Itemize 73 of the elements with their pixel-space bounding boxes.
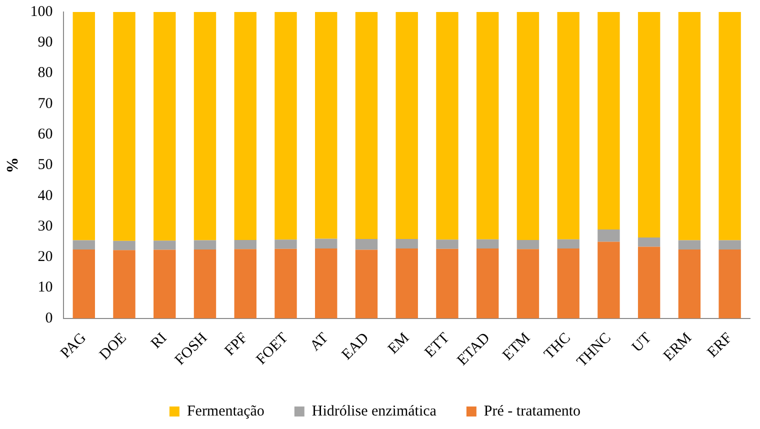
bar (274, 248, 297, 318)
bar (315, 248, 338, 318)
bar (476, 239, 499, 249)
bar (274, 240, 297, 249)
bar (72, 240, 95, 250)
x-tick-label: PAG (58, 330, 90, 362)
bar (436, 240, 458, 249)
bar (113, 240, 136, 250)
bar (678, 249, 701, 318)
bar (194, 249, 216, 318)
bar (234, 240, 256, 250)
bar (557, 239, 580, 249)
bar (355, 239, 378, 250)
bar (557, 248, 580, 318)
bar (557, 12, 580, 240)
y-tick-label: 30 (38, 218, 53, 234)
bar (234, 249, 256, 318)
bar (598, 230, 620, 242)
bar (274, 12, 297, 240)
bar (315, 12, 338, 239)
bar (638, 246, 660, 318)
legend-label: Pré - tratamento (484, 403, 581, 420)
bar (638, 12, 660, 238)
bar (436, 248, 458, 318)
bar (355, 250, 378, 318)
bar (396, 12, 418, 240)
legend-label: Fermentação (186, 403, 264, 420)
bar (194, 240, 216, 250)
y-tick-label: 50 (38, 157, 53, 174)
legend-label: Hidrólise enzimática (312, 403, 437, 420)
bar (436, 12, 458, 240)
bar (718, 249, 741, 318)
bar (154, 240, 176, 250)
x-tick-label: RI (148, 330, 170, 352)
x-tick-label: FPF (222, 330, 251, 360)
bar (72, 12, 95, 240)
x-tick-label: THC (541, 330, 574, 363)
y-tick-label: 100 (30, 4, 53, 20)
bar (638, 238, 660, 247)
y-tick-label: 60 (38, 126, 53, 142)
bar (516, 12, 540, 240)
y-tick-label: 70 (38, 96, 53, 112)
bar (396, 248, 418, 318)
y-tick-label: 40 (38, 188, 53, 204)
y-tick-label: 10 (38, 280, 53, 296)
bar (154, 250, 176, 318)
y-tick-label: 20 (38, 249, 53, 266)
bar (678, 12, 701, 240)
bar (598, 12, 620, 230)
x-tick-label: UT (629, 330, 655, 356)
bar (516, 240, 540, 250)
bar (315, 238, 338, 249)
bar (113, 250, 136, 318)
bar (396, 239, 418, 249)
bar (154, 12, 176, 241)
y-tick-label: 90 (38, 34, 53, 51)
x-tick-label: AT (307, 330, 332, 354)
bar (718, 240, 741, 250)
bar (516, 249, 540, 318)
bar (476, 12, 499, 240)
bar (476, 248, 499, 318)
bar (113, 12, 136, 241)
bar (598, 242, 620, 318)
bar (678, 240, 701, 250)
bar (72, 249, 95, 318)
y-tick-label: 0 (45, 310, 53, 326)
bar (718, 12, 741, 240)
bar (234, 12, 256, 240)
y-tick-label: 80 (38, 65, 53, 82)
bar (194, 12, 216, 240)
y-axis-title: % (4, 157, 22, 174)
x-tick-label: EM (385, 330, 412, 358)
bar (355, 12, 378, 240)
